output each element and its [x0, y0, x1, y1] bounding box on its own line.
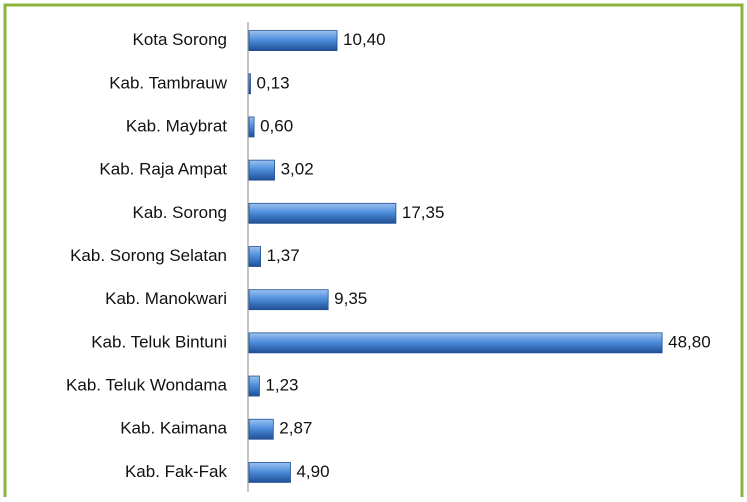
bar [248, 246, 261, 267]
value-label: 4,90 [296, 462, 329, 481]
value-label: 2,87 [279, 419, 312, 438]
y-tick-label: Kab. Sorong Selatan [70, 246, 227, 265]
value-label: 1,37 [267, 246, 300, 265]
y-tick-label: Kab. Maybrat [126, 116, 227, 135]
bar [248, 116, 255, 138]
y-tick-label: Kab. Fak-Fak [125, 462, 228, 481]
y-tick-label: Kab. Kaimana [120, 419, 227, 438]
bar [248, 418, 274, 440]
y-tick-label: Kab. Sorong [132, 203, 227, 222]
value-label: 1,23 [265, 376, 298, 395]
bar [248, 289, 329, 311]
bar [248, 462, 291, 483]
bar [248, 73, 251, 95]
y-tick-label: Kab. Raja Ampat [99, 160, 227, 179]
bar [248, 30, 338, 51]
value-label: 0,60 [260, 116, 293, 135]
value-label: 0,13 [257, 73, 290, 92]
value-label: 3,02 [281, 160, 314, 179]
bar [248, 332, 663, 354]
y-tick-label: Kab. Teluk Wondama [66, 376, 228, 395]
value-label: 9,35 [334, 289, 367, 308]
bar [248, 202, 397, 224]
bar [248, 375, 260, 397]
value-label: 17,35 [402, 203, 445, 222]
frame [3, 3, 744, 502]
bar [248, 159, 275, 181]
y-tick-label: Kab. Teluk Bintuni [91, 332, 227, 351]
y-tick-label: Kab. Manokwari [105, 289, 227, 308]
value-label: 10,40 [343, 30, 386, 49]
value-label: 48,80 [668, 332, 711, 351]
y-tick-label: Kab. Tambrauw [109, 73, 228, 92]
y-tick-label: Kota Sorong [132, 30, 227, 49]
